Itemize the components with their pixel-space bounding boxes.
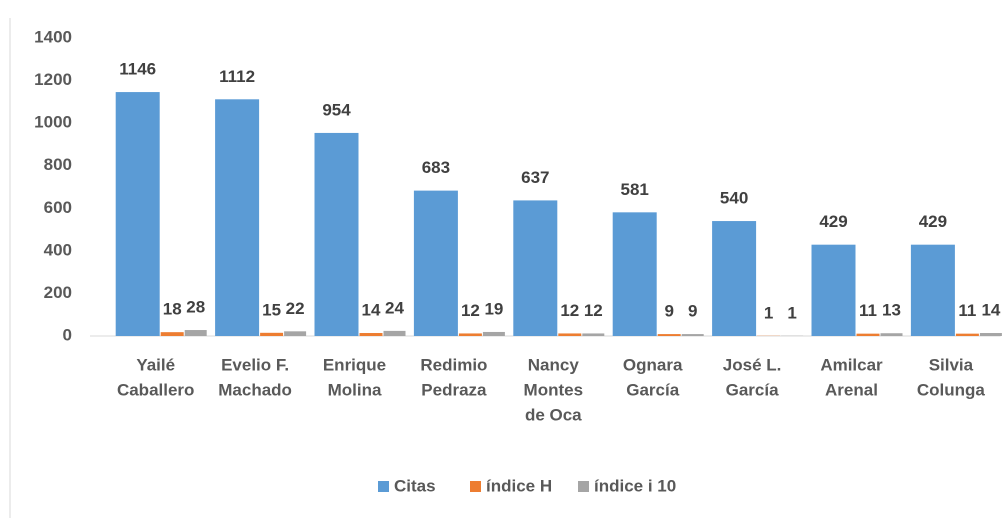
x-tick-label: García <box>626 380 679 399</box>
x-tick-label: Nancy <box>528 355 580 374</box>
data-label: 429 <box>919 212 947 231</box>
x-tick-label: Amilcar <box>820 355 883 374</box>
bar <box>856 333 880 336</box>
bar <box>260 332 284 336</box>
x-tick-label: Molina <box>328 380 382 399</box>
legend-swatch <box>578 481 589 492</box>
legend-label: Citas <box>394 476 436 495</box>
data-label: 28 <box>186 298 205 317</box>
bar <box>880 333 903 336</box>
bar <box>383 330 406 336</box>
bar <box>160 332 184 336</box>
x-tick-label: de Oca <box>525 405 582 424</box>
x-tick-label: Arenal <box>825 380 878 399</box>
data-label: 1 <box>764 303 773 322</box>
bar <box>215 99 260 336</box>
bar <box>955 333 979 336</box>
y-tick-label: 1200 <box>34 70 72 89</box>
bar <box>284 331 307 336</box>
legend-label: índice H <box>486 476 552 495</box>
x-tick-label: Enrique <box>323 355 386 374</box>
data-label: 22 <box>286 299 305 318</box>
bar <box>979 333 1002 336</box>
data-label: 9 <box>688 302 697 321</box>
x-tick-label: José L. <box>723 355 782 374</box>
bar <box>359 333 383 336</box>
bar <box>314 132 359 336</box>
data-label: 429 <box>819 212 847 231</box>
bar <box>458 333 482 336</box>
data-label: 1112 <box>219 67 255 86</box>
data-label: 12 <box>461 301 480 320</box>
x-tick-label: Pedraza <box>421 380 487 399</box>
bar <box>115 92 160 337</box>
y-tick-label: 600 <box>44 198 72 217</box>
x-tick-label: Colunga <box>917 380 986 399</box>
data-label: 19 <box>484 299 503 318</box>
legend-swatch <box>378 481 389 492</box>
bar <box>184 330 207 336</box>
data-label: 15 <box>262 300 281 319</box>
bar <box>513 200 558 336</box>
data-label: 1 <box>787 303 796 322</box>
bar <box>712 221 757 336</box>
x-tick-label: Ognara <box>623 355 683 374</box>
data-label: 9 <box>664 302 673 321</box>
y-tick-label: 0 <box>63 325 72 344</box>
data-label: 540 <box>720 189 748 208</box>
data-label: 13 <box>882 301 901 320</box>
y-tick-label: 200 <box>44 283 72 302</box>
bar <box>582 333 605 336</box>
data-label: 637 <box>521 168 549 187</box>
data-label: 581 <box>621 180 649 199</box>
data-label: 12 <box>560 301 579 320</box>
data-label: 14 <box>981 301 1000 320</box>
data-label: 12 <box>584 301 603 320</box>
x-tick-label: Redimio <box>420 355 487 374</box>
y-tick-label: 400 <box>44 240 72 259</box>
data-label: 1146 <box>119 60 156 79</box>
legend-swatch <box>470 481 481 492</box>
x-tick-label: Silvia <box>929 355 974 374</box>
x-tick-label: Yailé <box>136 355 175 374</box>
data-label: 14 <box>362 301 381 320</box>
bar <box>681 334 704 336</box>
bar <box>413 190 458 336</box>
data-label: 11 <box>859 301 877 320</box>
bar <box>482 331 505 336</box>
legend-label: índice i 10 <box>594 476 676 495</box>
data-label: 18 <box>163 300 182 319</box>
y-tick-label: 1400 <box>34 27 72 46</box>
x-tick-label: Montes <box>524 380 584 399</box>
bar <box>657 334 681 336</box>
x-tick-label: García <box>726 380 779 399</box>
data-label: 683 <box>422 158 450 177</box>
y-tick-label: 800 <box>44 155 72 174</box>
x-tick-label: Caballero <box>117 380 194 399</box>
x-tick-label: Evelio F. <box>221 355 289 374</box>
data-label: 11 <box>958 301 976 320</box>
y-tick-label: 1000 <box>34 113 72 132</box>
bar <box>612 212 657 336</box>
bar <box>811 244 856 336</box>
bar <box>558 333 582 336</box>
bar <box>910 244 955 336</box>
data-label: 24 <box>385 298 404 317</box>
data-label: 954 <box>322 100 351 119</box>
x-tick-label: Machado <box>218 380 292 399</box>
